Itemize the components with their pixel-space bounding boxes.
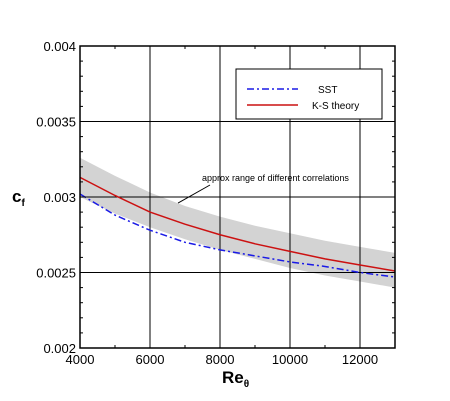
legend-label-ks: K-S theory (312, 101, 359, 112)
y-tick-label: 0.004 (43, 39, 76, 54)
x-tick-label: 6000 (136, 352, 165, 367)
x-tick-label: 8000 (206, 352, 235, 367)
x-tick-label: 4000 (66, 352, 95, 367)
legend-box (235, 68, 383, 120)
annotation-arrow (177, 184, 211, 204)
series-line-ks-theory (79, 176, 396, 272)
y-axis-title: cf (12, 187, 25, 209)
x-axis-subscript: θ (244, 379, 249, 390)
annotation-text: approx range of different correlations (202, 173, 349, 183)
legend: SST K-S theory (235, 68, 383, 120)
svg-text:cf: cf (12, 187, 25, 209)
y-axis-subscript: f (21, 198, 25, 209)
svg-text:Reθ: Reθ (222, 368, 249, 390)
legend-label-sst: SST (318, 85, 337, 96)
y-tick-label: 0.002 (43, 341, 76, 356)
series-layer (79, 176, 396, 278)
plot-frame (79, 45, 396, 349)
band-layer (80, 157, 395, 288)
y-tick-label: 0.0025 (36, 266, 76, 281)
y-tick-label: 0.0035 (36, 115, 76, 130)
y-axis-label: c (12, 187, 21, 206)
x-tick-label: 12000 (342, 352, 378, 367)
x-axis-label: Re (222, 368, 244, 387)
series-line-sst (79, 193, 396, 278)
x-tick-label: 10000 (272, 352, 308, 367)
annotation: approx range of different correlations (177, 173, 349, 204)
y-tick-label: 0.003 (43, 190, 76, 205)
x-axis-title: Reθ (222, 368, 249, 390)
correlation-range-band (80, 157, 395, 288)
grid-layer (80, 46, 395, 348)
